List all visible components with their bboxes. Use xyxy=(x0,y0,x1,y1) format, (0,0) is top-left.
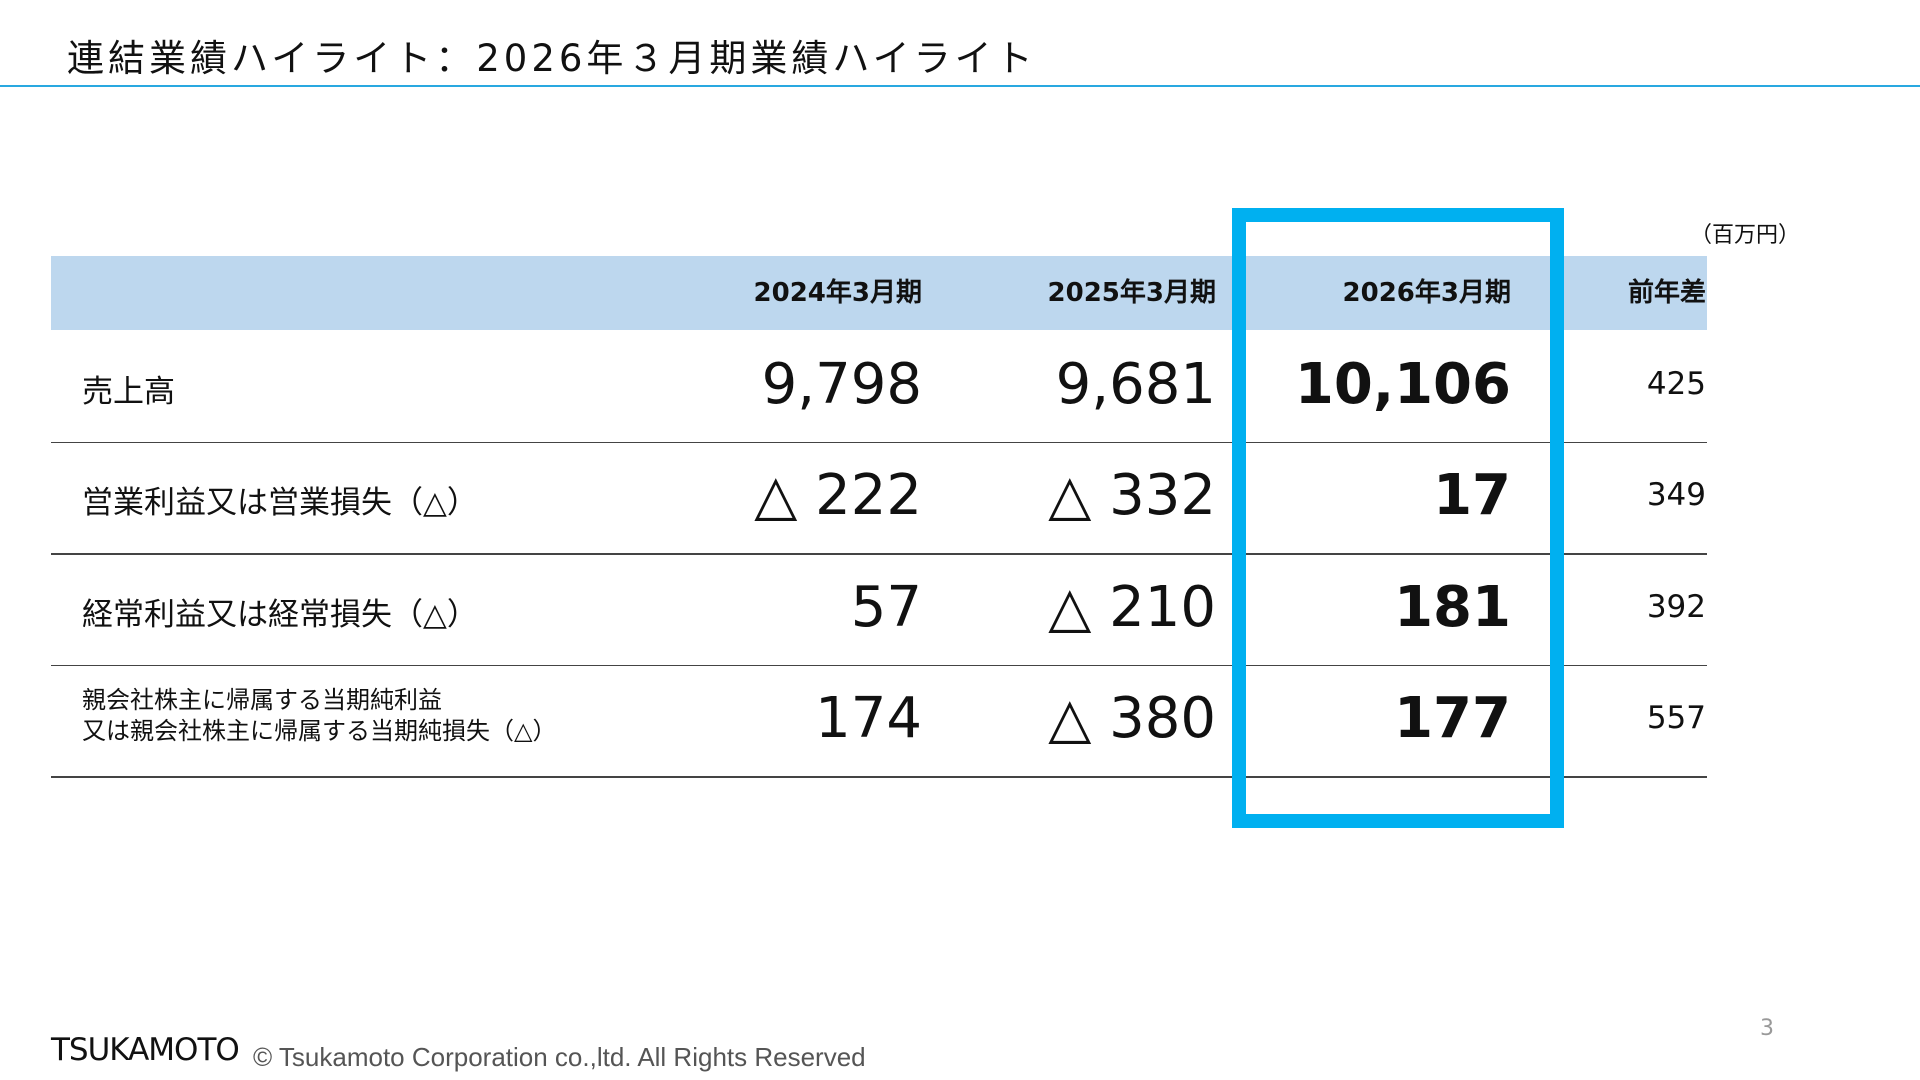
row-label: 又は親会社株主に帰属する当期純損失（△） xyxy=(82,717,557,746)
table-cell: 425 xyxy=(1646,365,1706,402)
table-cell: 181 xyxy=(1394,574,1511,640)
row-divider xyxy=(51,776,1707,778)
column-header: 前年差 xyxy=(1627,278,1706,308)
row-label: 営業利益又は営業損失（△） xyxy=(82,485,478,522)
row-divider xyxy=(51,441,1707,443)
logo: TSUKAMOTO xyxy=(51,1032,240,1068)
row-divider xyxy=(51,664,1707,666)
header-band xyxy=(51,256,1707,330)
table-cell: 10,106 xyxy=(1294,351,1511,417)
row-divider xyxy=(51,553,1707,555)
column-header: 2025年3月期 xyxy=(1047,278,1216,308)
table-cell: 392 xyxy=(1646,588,1706,625)
table-cell: 9,798 xyxy=(761,351,922,417)
row-label: 経常利益又は経常損失（△） xyxy=(82,596,478,633)
unit-label: （百万円） xyxy=(1690,223,1801,248)
copyright: © Tsukamoto Corporation co.,ltd. All Rig… xyxy=(253,1042,866,1072)
row-label: 売上高 xyxy=(82,373,175,410)
table-cell: 349 xyxy=(1646,477,1706,514)
table-cell: 17 xyxy=(1433,463,1511,529)
table-cell: 57 xyxy=(850,574,922,640)
table-cell: △ 210 xyxy=(1048,574,1216,640)
page-number: 3 xyxy=(1760,1016,1774,1041)
table-cell: 177 xyxy=(1394,686,1511,752)
table-cell: 557 xyxy=(1646,700,1706,737)
slide-title: 連結業績ハイライト：2026年３月期業績ハイライト xyxy=(67,37,1037,80)
row-label: 親会社株主に帰属する当期純利益 xyxy=(82,686,442,715)
column-header: 2024年3月期 xyxy=(753,278,922,308)
highlight-box xyxy=(1232,208,1564,828)
title-rule xyxy=(0,85,1920,87)
table-cell: △ 380 xyxy=(1048,686,1216,752)
table-cell: 9,681 xyxy=(1055,351,1216,417)
table-cell: △ 332 xyxy=(1048,463,1216,529)
table-cell: 174 xyxy=(815,686,922,752)
table-cell: △ 222 xyxy=(754,463,922,529)
column-header: 2026年3月期 xyxy=(1342,278,1511,308)
